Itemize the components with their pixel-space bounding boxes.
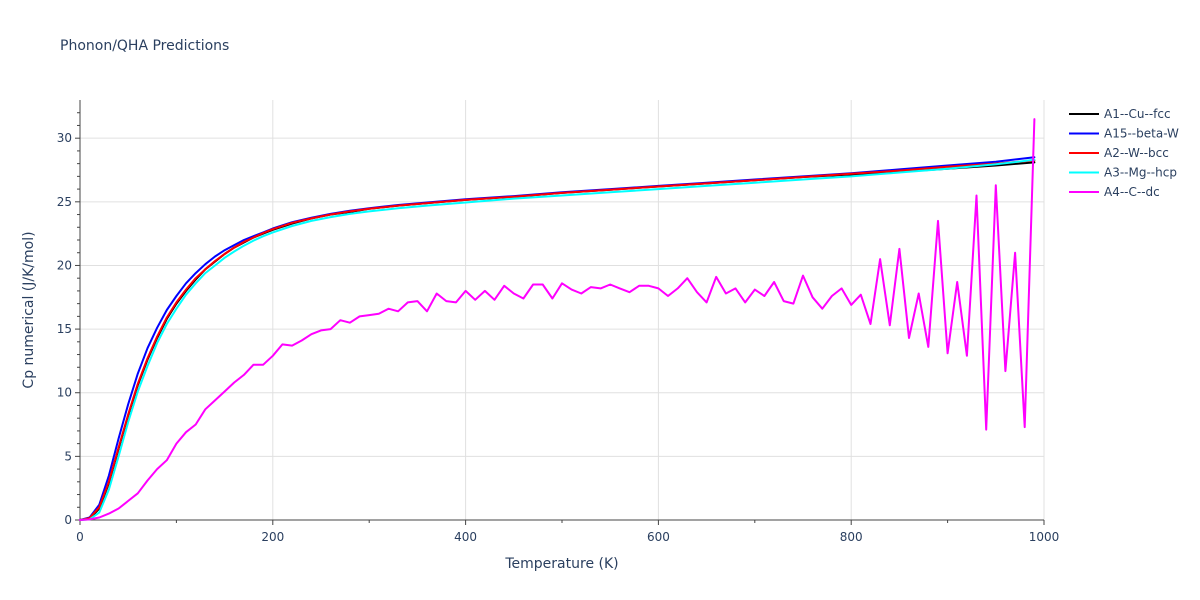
legend-label: A4--C--dc [1104, 185, 1160, 199]
series-line-A4--C--dc [79, 118, 1036, 521]
x-ticks: 0 200 400 600 800 1000 [76, 520, 1059, 544]
series-line-A2--W--bcc [79, 159, 1036, 521]
legend-item-A3--Mg--hcp[interactable]: A3--Mg--hcp [1069, 166, 1177, 180]
legend-label: A2--W--bcc [1104, 146, 1169, 160]
series-line-A3--Mg--hcp [79, 158, 1036, 521]
legend-item-A2--W--bcc[interactable]: A2--W--bcc [1069, 146, 1169, 160]
legend-item-A15--beta-W[interactable]: A15--beta-W [1069, 127, 1179, 141]
y-tick-label: 5 [64, 449, 72, 463]
y-tick-label: 15 [57, 322, 72, 336]
y-tick-label: 10 [57, 386, 72, 400]
y-tick-label: 25 [57, 195, 72, 209]
x-tick-label: 400 [454, 530, 477, 544]
x-tick-label: 200 [261, 530, 284, 544]
grid [80, 100, 1045, 520]
y-tick-label: 20 [57, 258, 72, 272]
legend-label: A1--Cu--fcc [1104, 107, 1171, 121]
x-tick-label: 600 [647, 530, 670, 544]
legend[interactable]: A1--Cu--fcc A15--beta-W A2--W--bcc A3--Mg--… [1069, 107, 1179, 199]
legend-label: A3--Mg--hcp [1104, 166, 1177, 180]
x-tick-label: 0 [76, 530, 84, 544]
x-tick-label: 800 [840, 530, 863, 544]
chart-title: Phonon/QHA Predictions [60, 38, 229, 54]
y-tick-label: 30 [57, 131, 72, 145]
series [79, 118, 1036, 521]
y-tick-label: 0 [64, 513, 72, 527]
legend-item-A1--Cu--fcc[interactable]: A1--Cu--fcc [1069, 107, 1171, 121]
y-ticks: 0 5 10 15 20 25 30 [57, 112, 80, 527]
x-axis-title: Temperature (K) [504, 556, 618, 572]
legend-item-A4--C--dc[interactable]: A4--C--dc [1069, 185, 1160, 199]
x-tick-label: 1000 [1029, 530, 1060, 544]
legend-label: A15--beta-W [1104, 127, 1179, 141]
y-axis-title: Cp numerical (J/K/mol) [21, 231, 37, 388]
